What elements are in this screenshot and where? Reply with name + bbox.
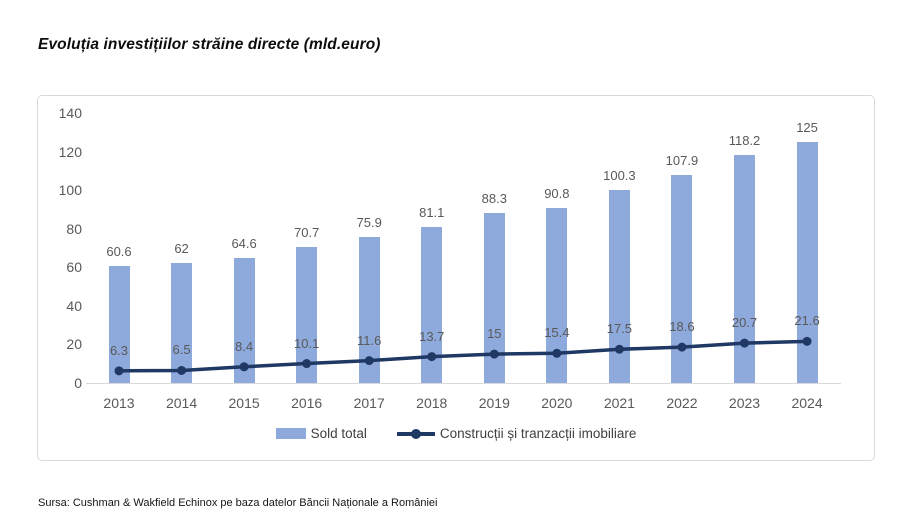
x-axis-label-2017: 2017 bbox=[353, 395, 385, 411]
y-tick-label: 20 bbox=[66, 336, 82, 353]
legend-item-constructii: Construcții și tranzacții imobiliare bbox=[396, 426, 637, 441]
bar-2021 bbox=[608, 189, 630, 383]
bar-value-label: 75.9 bbox=[356, 214, 382, 230]
x-axis-label-2016: 2016 bbox=[291, 395, 323, 411]
x-axis-line bbox=[86, 383, 841, 384]
bar-value-label: 70.7 bbox=[293, 224, 320, 240]
legend-label-sold-total: Sold total bbox=[310, 426, 367, 441]
plot-area: 0 20 40 60 80 100 120 140 60.6 62 64.6 70.7 75.9 81.1… bbox=[38, 96, 876, 462]
y-tick-label: 0 bbox=[74, 375, 82, 391]
line-marker bbox=[802, 336, 812, 346]
line-marker bbox=[677, 342, 687, 352]
bar-value-label: 125 bbox=[796, 119, 818, 135]
legend: Sold total Construcții și tranzacții imo… bbox=[38, 426, 874, 441]
line-path bbox=[118, 339, 808, 373]
y-tick-label: 140 bbox=[58, 105, 82, 121]
bar-2017 bbox=[358, 236, 380, 383]
line-value-label: 11.6 bbox=[357, 332, 382, 348]
y-tick-label: 60 bbox=[66, 259, 82, 276]
line-marker bbox=[552, 348, 562, 358]
line-value-label: 8.4 bbox=[235, 338, 254, 354]
bar-value-label: 64.6 bbox=[231, 236, 257, 252]
line-value-label: 17.5 bbox=[606, 321, 633, 337]
bar-swatch-icon bbox=[275, 428, 306, 439]
line-swatch-icon bbox=[396, 428, 435, 439]
line-marker bbox=[302, 359, 312, 369]
x-axis-label-2023: 2023 bbox=[728, 395, 761, 411]
line-value-label: 13.7 bbox=[419, 328, 445, 344]
line-marker-icon bbox=[410, 428, 421, 439]
x-axis-label-2022: 2022 bbox=[666, 395, 698, 411]
y-tick-label: 40 bbox=[66, 297, 82, 314]
line-series bbox=[114, 336, 812, 376]
line-marker bbox=[489, 349, 499, 359]
y-tick-label: 80 bbox=[66, 220, 82, 237]
line-value-label: 21.6 bbox=[794, 313, 820, 329]
line-value-label: 15.4 bbox=[544, 325, 570, 341]
bar-2014 bbox=[171, 263, 193, 383]
line-value-label: 10.1 bbox=[293, 335, 320, 351]
line-value-label: 18.6 bbox=[669, 319, 695, 335]
line-marker bbox=[239, 362, 249, 372]
x-axis-label-2024: 2024 bbox=[791, 395, 823, 411]
y-tick-label: 120 bbox=[58, 143, 82, 160]
line-value-label: 6.3 bbox=[109, 342, 129, 358]
bar-2016 bbox=[296, 246, 318, 383]
chart-card: 0 20 40 60 80 100 120 140 60.6 62 64.6 70.7 75.9 81.1… bbox=[37, 95, 875, 461]
bar-value-label: 90.8 bbox=[544, 185, 570, 201]
bar-value-label: 60.6 bbox=[106, 244, 132, 260]
x-axis-label-2020: 2020 bbox=[541, 395, 573, 411]
line-value-label: 20.7 bbox=[731, 315, 758, 331]
bar-2019 bbox=[483, 212, 505, 383]
line-marker bbox=[114, 366, 124, 376]
bar-value-label: 88.3 bbox=[481, 190, 507, 206]
bar-2018 bbox=[421, 226, 443, 383]
x-axis-label-2019: 2019 bbox=[478, 395, 510, 411]
x-axis-label-2018: 2018 bbox=[416, 395, 448, 411]
line-value-label: 6.5 bbox=[172, 342, 191, 358]
line-marker bbox=[427, 352, 437, 362]
source-text: Sursa: Cushman & Wakfield Echinox pe baz… bbox=[38, 497, 438, 509]
y-tick-label: 100 bbox=[58, 182, 82, 199]
x-axis-label-2015: 2015 bbox=[228, 395, 260, 411]
chart-title: Evoluția investițiilor străine directe (… bbox=[38, 36, 381, 53]
bar-value-label: 81.1 bbox=[419, 204, 445, 220]
x-axis-label-2021: 2021 bbox=[603, 395, 635, 411]
legend-label-constructii: Construcții și tranzacții imobiliare bbox=[439, 426, 637, 441]
bar-2015 bbox=[233, 258, 255, 383]
bar-2024 bbox=[796, 141, 818, 383]
x-axis-label-2013: 2013 bbox=[103, 395, 135, 411]
line-marker bbox=[177, 365, 187, 375]
bar-2013 bbox=[108, 266, 130, 383]
line-value-label: 15 bbox=[487, 326, 502, 342]
bar-value-label: 100.3 bbox=[603, 167, 636, 183]
bar-value-label: 62 bbox=[174, 241, 189, 257]
bar-value-label: 107.9 bbox=[665, 152, 699, 168]
bar-2023 bbox=[734, 155, 755, 383]
bar-value-label: 118.2 bbox=[728, 133, 761, 149]
line-marker bbox=[614, 344, 624, 354]
legend-item-sold-total: Sold total bbox=[275, 426, 367, 441]
bar-2022 bbox=[671, 174, 693, 383]
line-marker bbox=[364, 356, 374, 366]
x-axis-label-2014: 2014 bbox=[165, 395, 198, 411]
line-marker bbox=[740, 338, 749, 348]
bar-2020 bbox=[546, 207, 568, 383]
